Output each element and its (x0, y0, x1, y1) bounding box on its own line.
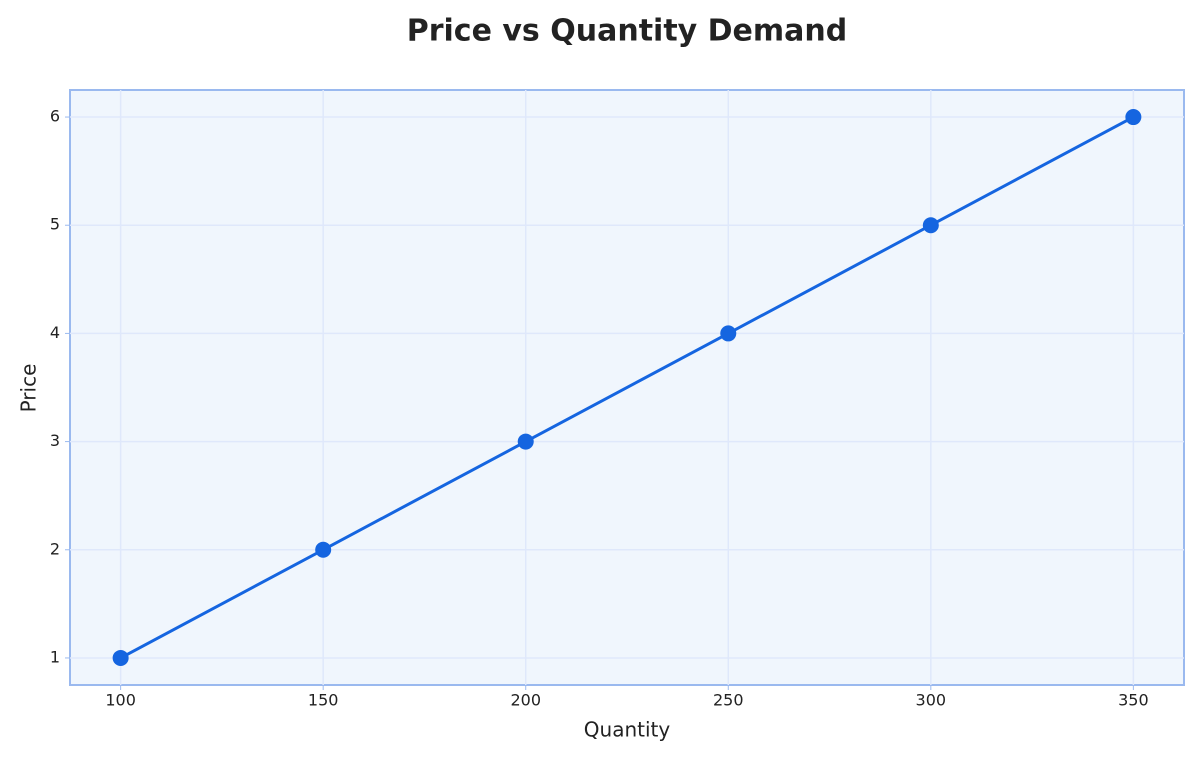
y-tick-label: 5 (50, 215, 60, 234)
x-tick-label: 250 (713, 691, 744, 710)
point (1125, 109, 1142, 126)
marks (112, 109, 1142, 666)
x-tick-label: 200 (510, 691, 541, 710)
point (315, 541, 332, 558)
y-tick-label: 2 (50, 539, 60, 558)
y-tick-label: 3 (50, 431, 60, 450)
point (720, 325, 737, 342)
grid (65, 90, 1184, 690)
point (922, 217, 939, 234)
point (517, 433, 534, 450)
y-axis-title: Price (17, 364, 41, 413)
x-tick-label: 150 (308, 691, 339, 710)
x-axis-title: Quantity (584, 718, 671, 742)
y-tick-label: 6 (50, 107, 60, 126)
x-tick-label: 300 (916, 691, 947, 710)
x-tick-label: 350 (1118, 691, 1149, 710)
x-tick-label: 100 (105, 691, 136, 710)
y-tick-label: 1 (50, 647, 60, 666)
chart-title: Price vs Quantity Demand (407, 14, 848, 49)
y-tick-label: 4 (50, 323, 60, 342)
point (112, 649, 129, 666)
line (119, 115, 1135, 660)
